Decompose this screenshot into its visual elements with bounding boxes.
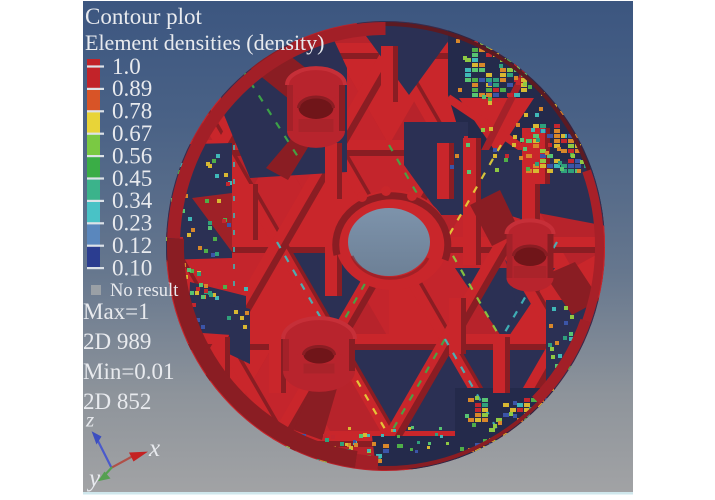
svg-text:No result: No result xyxy=(110,281,179,301)
svg-text:0.45: 0.45 xyxy=(112,166,152,191)
svg-text:0.23: 0.23 xyxy=(112,211,152,236)
svg-text:0.56: 0.56 xyxy=(112,143,152,168)
svg-text:Element densities (density): Element densities (density) xyxy=(85,30,325,55)
svg-text:2D 852: 2D 852 xyxy=(83,389,151,414)
svg-text:0.78: 0.78 xyxy=(112,99,152,124)
svg-text:y: y xyxy=(86,465,101,492)
svg-text:0.10: 0.10 xyxy=(112,255,152,280)
svg-text:Max=1: Max=1 xyxy=(83,299,150,324)
svg-text:0.67: 0.67 xyxy=(112,121,152,146)
svg-text:Min=0.01: Min=0.01 xyxy=(83,359,175,384)
svg-text:x: x xyxy=(148,435,160,462)
svg-text:0.34: 0.34 xyxy=(112,188,153,213)
svg-text:1.0: 1.0 xyxy=(112,54,141,79)
svg-text:2D 989: 2D 989 xyxy=(83,329,151,354)
svg-text:0.12: 0.12 xyxy=(112,233,152,258)
svg-text:z: z xyxy=(85,408,94,432)
svg-text:0.89: 0.89 xyxy=(112,76,152,101)
svg-text:Contour plot: Contour plot xyxy=(85,4,203,29)
